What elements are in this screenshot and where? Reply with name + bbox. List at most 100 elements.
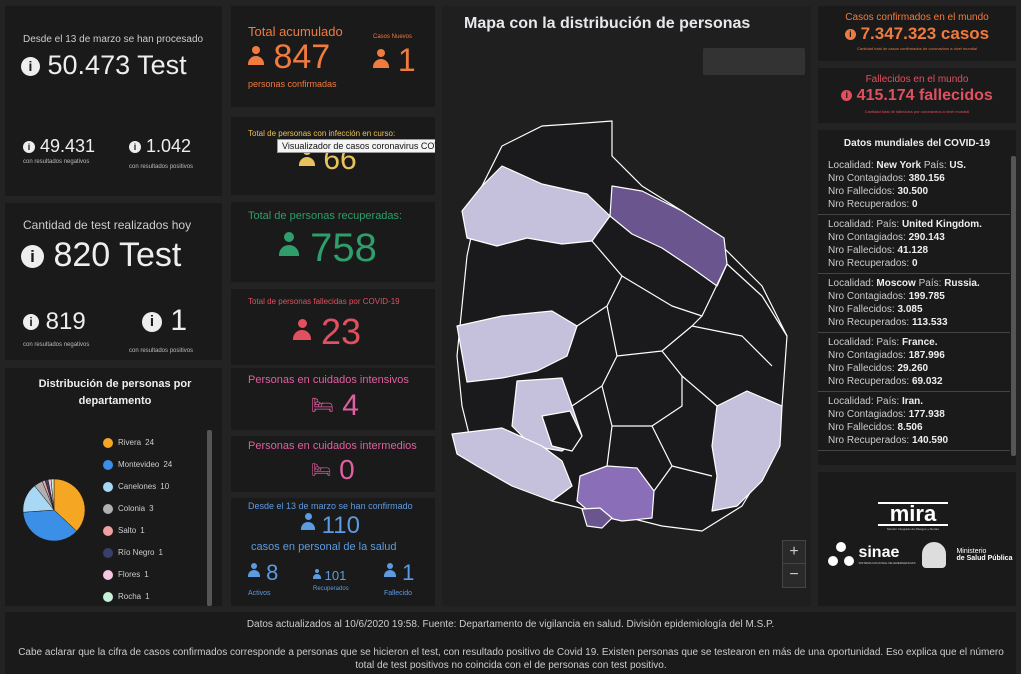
world-item-fallecidos: 8.506 <box>897 422 923 433</box>
legend-item[interactable]: Rivera 24 <box>103 438 154 448</box>
world-item-label: Nro Recuperados: <box>828 258 910 269</box>
recovered-title: Total de personas recuperadas: <box>248 210 403 222</box>
tests-today-label: Cantidad de test realizados hoy <box>23 218 192 232</box>
legend-item[interactable]: Colonia 3 <box>103 504 154 514</box>
world-list-item: Localidad: Moscow País: Russia. Nro Cont… <box>818 274 1010 333</box>
legend-item[interactable]: Flores 1 <box>103 570 149 580</box>
map-region-line-g <box>612 376 683 427</box>
distribution-scrollbar[interactable] <box>207 430 212 606</box>
world-item-label: País: <box>923 160 947 171</box>
tests-positive: i 1.042 <box>129 136 191 157</box>
tests-today-panel: Cantidad de test realizados hoy i 820 Te… <box>5 203 222 360</box>
legend-value: 3 <box>149 504 154 514</box>
footer-note-text: Cabe aclarar que la cifra de casos confi… <box>18 647 1004 671</box>
legend-color-dot <box>103 570 113 580</box>
world-item-label: Nro Fallecidos: <box>828 245 895 256</box>
info-icon: i <box>841 90 853 101</box>
world-item-label: Nro Contagiados: <box>828 291 906 302</box>
icu-panel: Personas en cuidados intensivos 🛏 4 <box>231 368 435 430</box>
health-staff-recovered-label: Recuperados <box>313 586 349 592</box>
sinae-logo-text: sinae <box>858 544 900 561</box>
world-item-label: Nro Fallecidos: <box>828 186 895 197</box>
legend-value: 1 <box>144 570 149 580</box>
health-staff-active-row: 8 <box>248 560 278 586</box>
person-icon <box>248 46 264 66</box>
world-item-label: Nro Fallecidos: <box>828 304 895 315</box>
world-confirmed-row: i 7.347.323 casos <box>818 24 1016 44</box>
legend-item[interactable]: Salto 1 <box>103 526 145 536</box>
world-item-recuperados: 140.590 <box>911 435 949 446</box>
world-list-line: Nro Fallecidos: 29.260 <box>828 362 1000 375</box>
world-item-label: País: <box>876 337 900 348</box>
map-region-line-i <box>671 465 713 477</box>
world-item-label: Localidad: <box>828 219 874 230</box>
world-item-pais: Iran. <box>901 396 924 407</box>
health-staff-recovered-value: 101 <box>324 568 347 583</box>
world-item-label: Localidad: <box>828 396 874 407</box>
world-list-line: Nro Contagiados: 380.156 <box>828 172 1000 185</box>
world-confirmed-sub: Cantidad total de casos confirmados de c… <box>857 46 977 51</box>
info-icon: i <box>21 245 44 268</box>
legend-item[interactable]: Canelones 10 <box>103 482 169 492</box>
active-title: Total de personas con infección en curso… <box>248 129 396 138</box>
mira-logo-sub: Monitor Integrado de Riesgos y Alertas <box>887 527 939 531</box>
tests-total: i 50.473 Test <box>21 50 187 81</box>
world-item-label: Nro Contagiados: <box>828 232 906 243</box>
accumulated-sub: personas confirmadas <box>248 79 337 89</box>
health-staff-recovered-row: 101 <box>313 568 346 583</box>
active-panel: Total de personas con infección en curso… <box>231 117 435 195</box>
legend-item[interactable]: Río Negro 1 <box>103 548 163 558</box>
tests-today-total-value: 820 Test <box>53 236 182 274</box>
world-item-label: Nro Fallecidos: <box>828 363 895 374</box>
world-item-fallecidos: 3.085 <box>897 304 923 315</box>
mira-logo-text: mira <box>878 502 948 526</box>
uruguay-map[interactable] <box>442 6 811 606</box>
world-item-label: Nro Fallecidos: <box>828 422 895 433</box>
tests-positive-label: con resultados positivos <box>129 164 194 170</box>
map-region-rocha <box>711 390 783 512</box>
world-list-line: Nro Fallecidos: 41.128 <box>828 244 1000 257</box>
zoom-in-button[interactable]: + <box>783 541 805 564</box>
pie-slice-rivera[interactable] <box>53 478 86 532</box>
accumulated-panel: Total acumulado 847 personas confirmadas… <box>231 6 435 107</box>
world-deaths-value: 415.174 fallecidos <box>856 87 993 104</box>
accumulated-title: Total acumulado <box>248 24 343 39</box>
pie-slice-rocha[interactable] <box>50 478 55 511</box>
map-zoom-control: + − <box>782 540 806 588</box>
tooltip: Visualizador de casos coronavirus COVID-… <box>277 139 435 153</box>
intermediate-title: Personas en cuidados intermedios <box>248 440 417 452</box>
world-list-line: Nro Contagiados: 187.996 <box>828 349 1000 362</box>
map-region-flores <box>541 410 583 452</box>
world-list-item: Localidad: País: United Kingdom. Nro Con… <box>818 215 1010 274</box>
person-icon <box>313 569 321 579</box>
person-icon <box>293 319 311 341</box>
map-search-box[interactable] <box>703 48 805 75</box>
health-staff-panel: Desde el 13 de marzo se han confirmado 1… <box>231 498 435 606</box>
world-item-fallecidos: 29.260 <box>897 363 929 374</box>
world-item-label: País: <box>876 219 900 230</box>
legend-color-dot <box>103 526 113 536</box>
tests-today-negative: i 819 <box>23 308 86 336</box>
map-region-line-b <box>621 263 728 317</box>
world-list-line: Nro Fallecidos: 30.500 <box>828 185 1000 198</box>
legend-item[interactable]: Rocha 1 <box>103 592 150 602</box>
legend-item[interactable]: Montevideo 24 <box>103 460 172 470</box>
world-list-scrollbar[interactable] <box>1011 156 1016 456</box>
world-list-line: Nro Contagiados: 290.143 <box>828 231 1000 244</box>
zoom-out-button[interactable]: − <box>789 566 799 583</box>
legend-label: Rocha <box>118 592 142 602</box>
legend-value: 1 <box>145 592 150 602</box>
world-item-label: Nro Recuperados: <box>828 435 910 446</box>
world-item-label: Localidad: <box>828 278 874 289</box>
legend-color-dot <box>103 460 113 470</box>
world-item-fallecidos: 30.500 <box>897 186 929 197</box>
distribution-pie-chart <box>22 478 86 542</box>
world-list-line: Nro Recuperados: 113.533 <box>828 316 1000 329</box>
footer-panel: Datos actualizados al 10/6/2020 19:58. F… <box>5 612 1016 674</box>
map-title: Mapa con la distribución de personas <box>464 15 751 32</box>
world-list[interactable]: Localidad: New York País: US. Nro Contag… <box>818 156 1010 451</box>
msp-shield-icon <box>922 542 946 568</box>
world-item-label: País: <box>918 278 942 289</box>
msp-logo-line2: de Salud Pública <box>956 555 1013 562</box>
pie-slice-montevideo[interactable] <box>22 509 78 542</box>
